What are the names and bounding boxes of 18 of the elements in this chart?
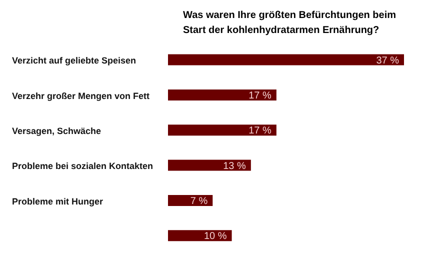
data-label: 17 % [248,126,272,137]
bar [168,160,251,171]
data-label: 10 % [204,231,227,242]
data-label: 13 % [223,160,246,172]
y-tick-label: Probleme mit Hunger [12,196,104,206]
y-tick-label: Verzicht auf geliebte Speisen [12,56,136,66]
data-label: 17 % [248,90,272,102]
bar [168,194,213,206]
y-tick-label: Probleme bei sozialen Kontakten [12,161,154,172]
bar [168,54,404,66]
y-tick-label: Versagen, Schwäche [12,126,102,136]
bar [168,230,232,242]
y-tick-label: Verzehr großer Mengen von Fett [12,90,150,101]
chart-title: Was waren Ihre größten Befürchtungen beim Start der kohlenhydratarmen Ernährung? [183,9,397,38]
bar [168,124,276,136]
bar [168,89,276,100]
data-label: 7 % [190,196,208,208]
data-label: 37 % [376,55,400,66]
